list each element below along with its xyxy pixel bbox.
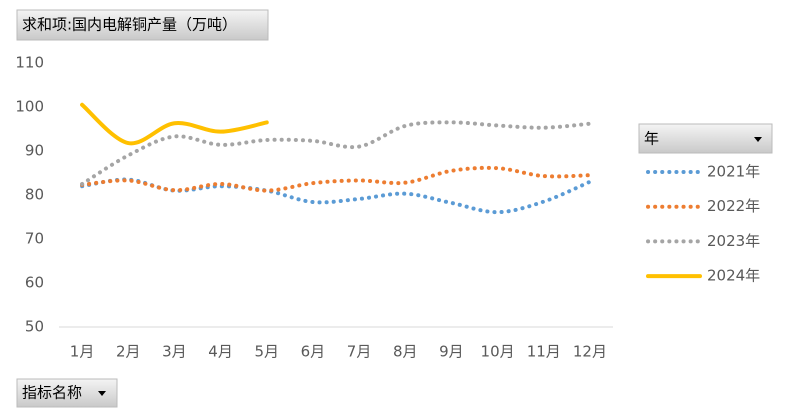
x-tick-label: 2月 [116, 343, 141, 361]
legend-field-button[interactable]: 年 [638, 123, 773, 154]
legend-label: 2024年 [707, 267, 760, 285]
chart-title: 求和项:国内电解铜产量（万吨） [22, 16, 237, 34]
legend-label: 2023年 [707, 232, 760, 250]
x-tick-label: 11月 [527, 343, 561, 361]
value-field-button[interactable]: 求和项:国内电解铜产量（万吨） [16, 9, 269, 41]
x-tick-label: 1月 [70, 343, 95, 361]
y-tick-label: 80 [25, 186, 44, 204]
axis-field-label: 指标名称 [22, 384, 82, 402]
x-tick-label: 5月 [254, 343, 279, 361]
dropdown-arrow [754, 137, 762, 142]
y-tick-label: 50 [25, 318, 44, 336]
series-line [80, 102, 269, 146]
x-tick-label: 7月 [347, 343, 372, 361]
y-tick-label: 70 [25, 230, 44, 248]
x-tick-label: 10月 [481, 343, 515, 361]
legend-label: 2021年 [707, 163, 760, 181]
dropdown-arrow [98, 391, 106, 396]
x-tick-label: 9月 [439, 343, 464, 361]
series-line [80, 165, 592, 193]
x-tick-label: 8月 [393, 343, 418, 361]
y-tick-label: 90 [25, 142, 44, 160]
legend-label: 2022年 [707, 197, 760, 215]
y-tick-label: 100 [15, 98, 44, 116]
axis-field-button[interactable]: 指标名称 [16, 378, 118, 408]
y-tick-label: 60 [25, 274, 44, 292]
legend-title: 年 [644, 130, 659, 148]
x-tick-label: 6月 [301, 343, 326, 361]
x-tick-label: 4月 [208, 343, 233, 361]
series-line [80, 120, 592, 186]
y-tick-label: 110 [15, 54, 44, 72]
x-tick-label: 12月 [573, 343, 607, 361]
series-line [80, 177, 592, 215]
x-tick-label: 3月 [162, 343, 187, 361]
